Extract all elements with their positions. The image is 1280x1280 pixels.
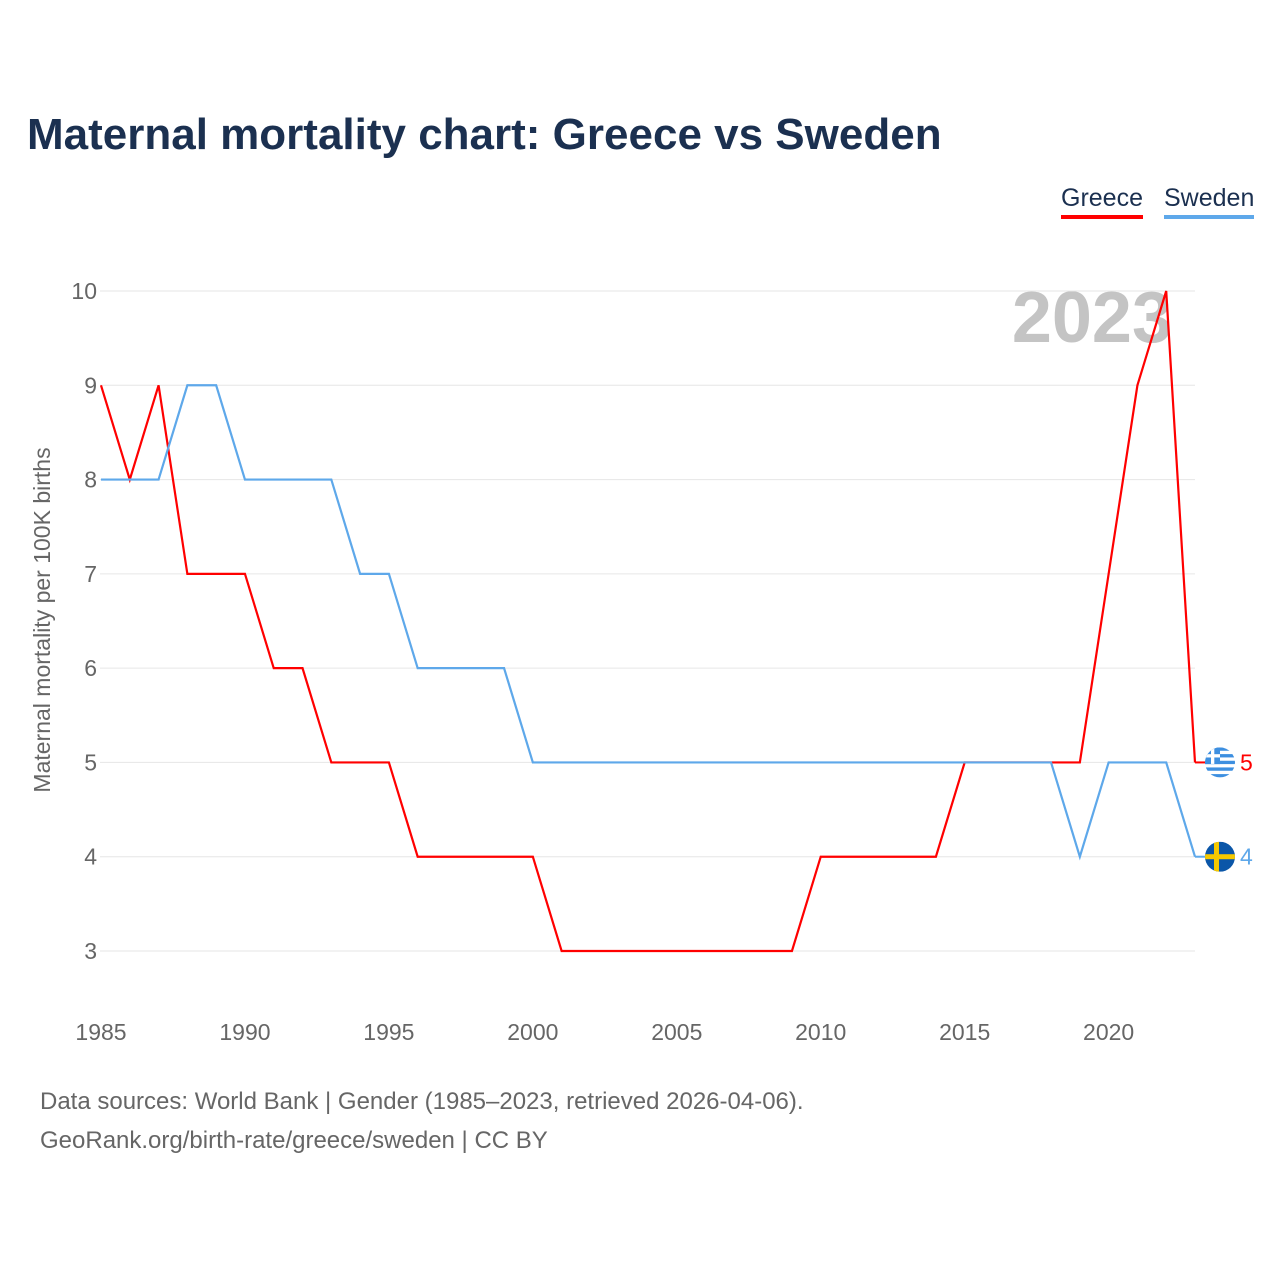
source-text: Data sources: World Bank | Gender (1985–…	[40, 1088, 804, 1115]
x-tick-label: 2000	[507, 1019, 558, 1045]
series-line-sweden	[101, 384, 1197, 861]
y-tick-label: 8	[84, 467, 97, 493]
legend-greece[interactable]: Greece	[1061, 184, 1143, 219]
end-value-label-sweden: 4	[1240, 844, 1253, 870]
y-tick-label: 10	[71, 278, 97, 304]
x-tick-label: 2020	[1083, 1019, 1134, 1045]
x-tick-label: 1985	[75, 1019, 126, 1045]
y-tick-label: 4	[84, 844, 97, 870]
source-link[interactable]: GeoRank.org/birth-rate/greece/sweden | C…	[40, 1127, 548, 1154]
year-watermark: 2023	[1012, 278, 1172, 358]
series-line-greece	[99, 290, 1197, 953]
x-tick-label: 1995	[363, 1019, 414, 1045]
x-tick-label: 2005	[651, 1019, 702, 1045]
end-value-label-greece: 5	[1240, 749, 1253, 775]
sweden-flag-icon	[1205, 841, 1235, 872]
chart-title: Maternal mortality chart: Greece vs Swed…	[27, 110, 942, 159]
greece-flag-icon	[1205, 747, 1235, 778]
x-tick-label: 2010	[795, 1019, 846, 1045]
y-tick-label: 7	[84, 561, 97, 587]
y-axis-label: Maternal mortality per 100K births	[29, 447, 55, 792]
legend-sweden[interactable]: Sweden	[1164, 184, 1255, 219]
y-tick-label: 5	[84, 749, 97, 775]
y-tick-label: 3	[84, 938, 97, 964]
y-tick-label: 9	[84, 372, 97, 398]
x-tick-label: 1990	[219, 1019, 270, 1045]
x-tick-label: 2015	[939, 1019, 990, 1045]
y-tick-label: 6	[84, 655, 97, 681]
